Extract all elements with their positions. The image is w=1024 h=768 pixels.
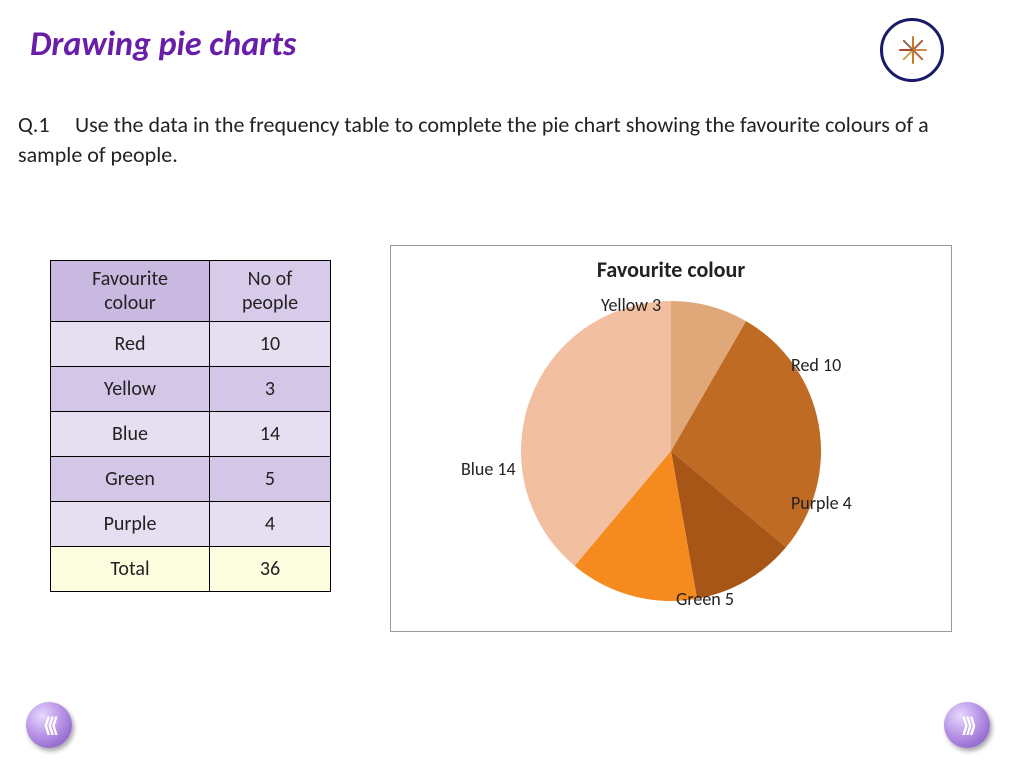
table-cell: 14 <box>210 412 331 457</box>
table-header: No of people <box>210 261 331 322</box>
question-number: Q.1 <box>18 110 70 140</box>
pie-slice-label: Yellow 3 <box>601 294 661 316</box>
frequency-table: Favourite colour No of people Red10 Yell… <box>50 260 331 592</box>
table-cell: Green <box>51 457 210 502</box>
next-button[interactable]: ⟩⟩⟩ <box>944 702 990 748</box>
table-cell: 4 <box>210 502 331 547</box>
table-cell: Yellow <box>51 367 210 412</box>
pie-slice-label: Green 5 <box>676 588 734 610</box>
table-cell: Purple <box>51 502 210 547</box>
question-body: Use the data in the frequency table to c… <box>18 111 929 168</box>
table-cell: 5 <box>210 457 331 502</box>
logo-icon <box>880 18 944 82</box>
chevron-right-icon: ⟩⟩⟩ <box>961 713 972 738</box>
slide: Drawing pie charts Q.1 Use the data in t… <box>0 0 1024 768</box>
table-cell: 3 <box>210 367 331 412</box>
table-total-value: 36 <box>210 547 331 592</box>
pie-chart-container: Favourite colour Red 10 Purple 4 Green 5 Bl… <box>390 245 952 632</box>
table-total-label: Total <box>51 547 210 592</box>
pie-slice-label: Purple 4 <box>791 492 852 514</box>
question-text: Q.1 Use the data in the frequency table … <box>18 110 964 169</box>
table-cell: Red <box>51 322 210 367</box>
pie-slice-label: Blue 14 <box>461 458 516 480</box>
page-title: Drawing pie charts <box>30 24 296 65</box>
pie-chart <box>521 301 821 601</box>
table-header: Favourite colour <box>51 261 210 322</box>
table-cell: 10 <box>210 322 331 367</box>
chart-title: Favourite colour <box>391 256 951 283</box>
table-cell: Blue <box>51 412 210 457</box>
chevron-left-icon: ⟨⟨⟨ <box>43 713 54 738</box>
prev-button[interactable]: ⟨⟨⟨ <box>26 702 72 748</box>
pie-slice-label: Red 10 <box>791 354 841 376</box>
